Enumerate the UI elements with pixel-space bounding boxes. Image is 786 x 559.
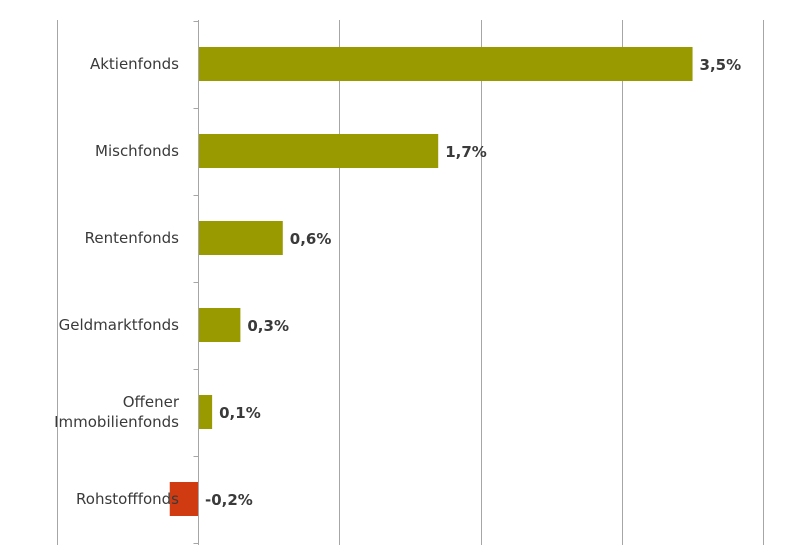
- category-label-line: Offener: [123, 393, 180, 411]
- bar-4: [198, 395, 213, 429]
- value-label-1: 1,7%: [445, 143, 487, 161]
- category-label-line: Immobilienfonds: [54, 413, 179, 431]
- value-label-3: 0,3%: [247, 317, 289, 335]
- category-label-5: Rohstofffonds: [76, 490, 179, 508]
- bar-5: [169, 482, 198, 516]
- gridlines: [57, 20, 764, 545]
- category-label-line: Rohstofffonds: [76, 490, 179, 508]
- category-label-3: Geldmarktfonds: [59, 316, 180, 334]
- category-label-line: Aktienfonds: [90, 55, 179, 73]
- bars: [169, 47, 693, 516]
- category-label-line: Geldmarktfonds: [59, 316, 180, 334]
- value-label-0: 3,5%: [700, 56, 742, 74]
- category-label-4: Offener Immobilienfonds: [54, 393, 180, 431]
- category-label-2: Rentenfonds: [85, 229, 180, 247]
- category-label-1: Mischfonds: [95, 142, 179, 160]
- bar-1: [198, 134, 439, 168]
- category-label-line: Mischfonds: [95, 142, 179, 160]
- value-label-2: 0,6%: [290, 230, 332, 248]
- labels: 3,5% 1,7% 0,6% 0,3% 0,1% -0,2% Aktienfonds Misc…: [54, 55, 741, 509]
- category-axis: [193, 20, 199, 545]
- bar-3: [198, 308, 241, 342]
- category-label-0: Aktienfonds: [90, 55, 179, 73]
- value-label-4: 0,1%: [219, 404, 261, 422]
- value-label-5: -0,2%: [205, 491, 253, 509]
- bar-0: [198, 47, 693, 81]
- category-label-line: Rentenfonds: [85, 229, 180, 247]
- bar-2: [198, 221, 283, 255]
